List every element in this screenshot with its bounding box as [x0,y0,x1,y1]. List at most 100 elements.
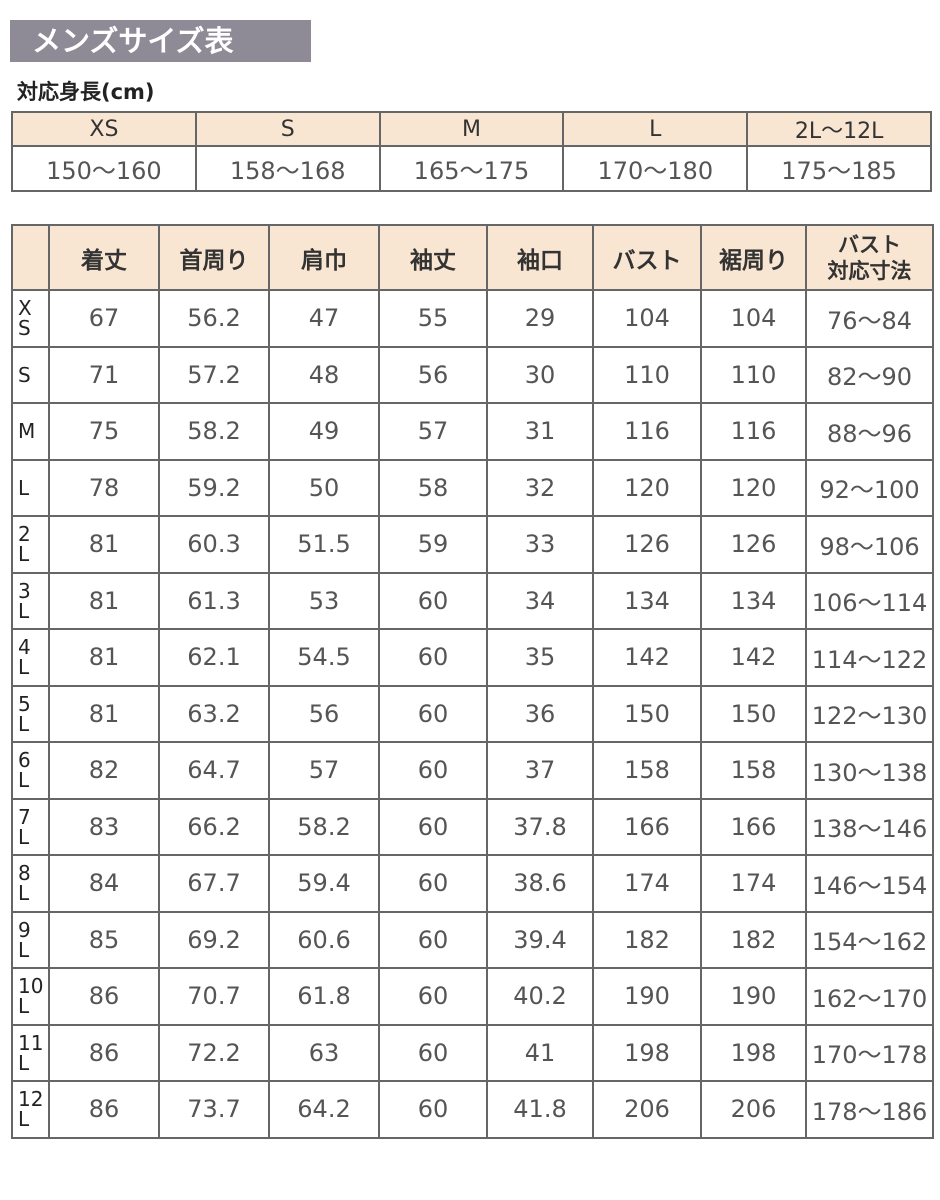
size-label: 10 L [11,967,50,1026]
measurement-cell: 38.6 [486,854,594,913]
measurement-cell: 104 [592,289,702,348]
measurement-cell: 37 [486,741,594,800]
measurement-cell: 134 [592,571,702,630]
measurement-cell: 110 [592,345,702,404]
measurement-cell: 75 [48,402,160,461]
measurement-cell: 36 [486,684,594,743]
column-header: 袖丈 [378,224,488,291]
measurement-cell: 98〜106 [805,515,934,574]
measurement-cell: 32 [486,458,594,517]
measurement-cell: 53 [268,571,380,630]
height-range-cell: 150〜160 [11,145,197,192]
measurement-cell: 142 [700,628,807,687]
column-header: 肩巾 [268,224,380,291]
measurement-cell: 190 [592,967,702,1026]
column-header [11,224,50,291]
measurement-cell: 60.3 [158,515,270,574]
table-row: 11 L 86 72.2 63 60 41 198 198 170〜178 [11,1023,934,1082]
measurement-cell: 120 [592,458,702,517]
height-size-header: XS [11,111,197,147]
measurement-cell: 55 [378,289,488,348]
measurement-cell: 166 [700,797,807,856]
size-label: 9 L [11,910,50,969]
size-label: S [11,345,50,404]
measurement-cell: 35 [486,628,594,687]
measurement-cell: 30 [486,345,594,404]
measurement-cell: 154〜162 [805,910,934,969]
column-header: バスト [592,224,702,291]
measurement-cell: 63.2 [158,684,270,743]
measurement-cell: 158 [700,741,807,800]
measurement-cell: 49 [268,402,380,461]
measurement-cell: 83 [48,797,160,856]
measurement-cell: 37.8 [486,797,594,856]
size-label: 11 L [11,1023,50,1082]
size-label: X S [11,289,50,348]
size-label: 2 L [11,515,50,574]
measurement-cell: 59.4 [268,854,380,913]
measurement-cell: 64.7 [158,741,270,800]
measurement-cell: 70.7 [158,967,270,1026]
measurement-cell: 29 [486,289,594,348]
measurement-cell: 150 [592,684,702,743]
measurement-cell: 61.3 [158,571,270,630]
measurement-cell: 150 [700,684,807,743]
column-header: 袖口 [486,224,594,291]
measurement-cell: 57 [378,402,488,461]
table-row: 2 L 81 60.3 51.5 59 33 126 126 98〜106 [11,515,934,574]
measurement-cell: 106〜114 [805,571,934,630]
measurement-cell: 126 [592,515,702,574]
column-header: 裾周り [700,224,807,291]
measurement-cell: 81 [48,515,160,574]
height-range-row: 150〜160 158〜168 165〜175 170〜180 175〜185 [11,145,932,192]
measurement-cell: 72.2 [158,1023,270,1082]
table-row: 6 L 82 64.7 57 60 37 158 158 130〜138 [11,741,934,800]
size-header-row: 着丈 首周り 肩巾 袖丈 袖口 バスト 裾周り バスト 対応寸法 [11,224,934,291]
table-row: 3 L 81 61.3 53 60 34 134 134 106〜114 [11,571,934,630]
size-label: 5 L [11,684,50,743]
measurement-cell: 88〜96 [805,402,934,461]
measurement-cell: 85 [48,910,160,969]
table-row: X S 67 56.2 47 55 29 104 104 76〜84 [11,289,934,348]
measurement-cell: 166 [592,797,702,856]
measurement-cell: 54.5 [268,628,380,687]
measurement-cell: 39.4 [486,910,594,969]
measurement-cell: 146〜154 [805,854,934,913]
measurement-cell: 56 [268,684,380,743]
measurement-cell: 82〜90 [805,345,934,404]
measurement-cell: 182 [700,910,807,969]
measurement-cell: 60 [378,628,488,687]
measurement-cell: 138〜146 [805,797,934,856]
measurement-cell: 58.2 [268,797,380,856]
measurement-cell: 198 [592,1023,702,1082]
measurement-cell: 81 [48,684,160,743]
measurement-cell: 84 [48,854,160,913]
measurement-cell: 40.2 [486,967,594,1026]
measurement-cell: 60 [378,797,488,856]
size-label: 7 L [11,797,50,856]
size-label: 8 L [11,854,50,913]
measurement-cell: 71 [48,345,160,404]
measurement-cell: 122〜130 [805,684,934,743]
height-range-cell: 158〜168 [194,145,381,192]
measurement-cell: 158 [592,741,702,800]
measurement-cell: 114〜122 [805,628,934,687]
measurement-cell: 134 [700,571,807,630]
table-row: 9 L 85 69.2 60.6 60 39.4 182 182 154〜162 [11,910,934,969]
height-range-cell: 170〜180 [562,145,749,192]
measurement-cell: 67 [48,289,160,348]
measurement-cell: 178〜186 [805,1080,934,1139]
measurement-cell: 31 [486,402,594,461]
measurement-cell: 86 [48,1023,160,1082]
measurement-cell: 92〜100 [805,458,934,517]
measurement-cell: 116 [592,402,702,461]
measurement-cell: 57 [268,741,380,800]
height-label: 対応身長(cm) [17,80,155,104]
measurement-cell: 190 [700,967,807,1026]
measurement-cell: 48 [268,345,380,404]
column-header: 首周り [158,224,270,291]
height-header-row: XS S M L 2L〜12L [11,111,932,147]
measurement-cell: 58.2 [158,402,270,461]
table-row: 4 L 81 62.1 54.5 60 35 142 142 114〜122 [11,628,934,687]
measurement-cell: 66.2 [158,797,270,856]
